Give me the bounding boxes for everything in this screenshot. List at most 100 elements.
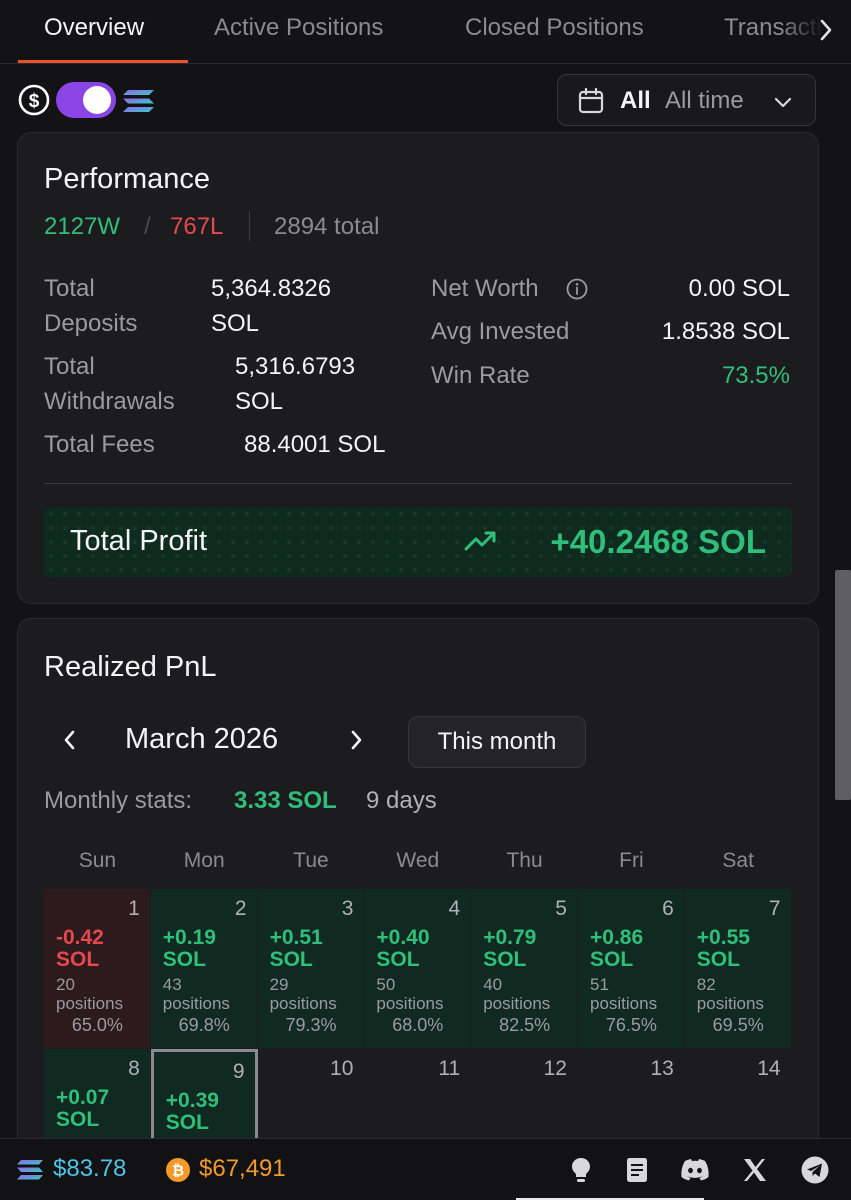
tab-closed-positions[interactable]: Closed Positions [465, 14, 644, 41]
day-number: 14 [757, 1057, 781, 1080]
calendar-day-cell[interactable]: 2 +0.19 SOL 43 positions 69.8% [150, 889, 258, 1049]
day-pnl: +0.79 SOL [483, 927, 536, 971]
x-icon[interactable] [740, 1155, 770, 1185]
month-label: March 2026 [125, 723, 279, 755]
day-number: 3 [341, 897, 354, 920]
weekday-wed: Wed [396, 849, 440, 872]
day-pnl-value: -0.42 [56, 926, 104, 949]
day-pnl-unit: SOL [162, 948, 206, 971]
currency-toggle[interactable]: $ [18, 80, 158, 120]
day-positions-label: positions [483, 994, 551, 1013]
calendar-day-cell[interactable]: 6 +0.86 SOL 51 positions 76.5% [578, 889, 685, 1049]
day-positions-label: positions [590, 994, 658, 1013]
lightbulb-icon[interactable] [566, 1155, 596, 1185]
day-positions: 50 positions [376, 975, 443, 1013]
scrollbar-thumb[interactable] [835, 570, 851, 800]
total-withdrawals-value: 5,316.6793 [235, 353, 356, 380]
btc-price: $67,491 [199, 1155, 286, 1182]
chevron-right-icon[interactable] [815, 16, 837, 44]
calendar-day-cell[interactable]: 11 [364, 1049, 472, 1200]
this-month-button[interactable]: This month [408, 716, 586, 768]
calendar-day-cell[interactable]: 5 +0.79 SOL 40 positions 82.5% [471, 889, 578, 1049]
day-number: 8 [128, 1057, 140, 1080]
total-deposits-label-line2: Deposits [44, 310, 138, 337]
performance-divider [44, 483, 792, 484]
day-pnl-value: +0.51 [269, 926, 323, 949]
day-positions-count: 82 [696, 975, 716, 994]
chevron-right-icon[interactable] [344, 723, 368, 757]
day-win-rate: 69.8% [178, 1015, 230, 1035]
telegram-icon[interactable] [800, 1155, 830, 1185]
calendar-day-cell[interactable]: 12 [471, 1049, 578, 1200]
footer-bar: $83.78 ₿ $67,491 [0, 1138, 851, 1200]
weekday-header: Sun Mon Tue Wed Thu Fri Sat [44, 849, 792, 879]
wins-count: 2127W [44, 213, 121, 240]
day-pnl-value: +0.19 [162, 926, 216, 949]
day-pnl-unit: SOL [56, 948, 100, 971]
toggle-knob [83, 86, 111, 114]
sol-price: $83.78 [53, 1155, 127, 1182]
performance-card: Performance 2127W / 767L 2894 total Tota… [17, 132, 819, 604]
total-withdrawals-label-line2: Withdrawals [44, 388, 175, 415]
calendar-day-cell[interactable]: 7 +0.55 SOL 82 positions 69.5% [684, 889, 792, 1049]
day-pnl-unit: SOL [376, 948, 420, 971]
total-withdrawals-label: Total [44, 353, 95, 380]
time-filter-dropdown[interactable]: All All time [557, 74, 816, 126]
avg-invested-value: 1.8538 SOL [661, 318, 790, 345]
tab-bar: Overview Active Positions Closed Positio… [0, 0, 851, 64]
day-positions: 29 positions [270, 975, 337, 1013]
day-pnl-unit: SOL [483, 948, 527, 971]
total-profit-value: +40.2468 SOL [550, 523, 766, 560]
day-positions: 20 positions [56, 975, 123, 1013]
day-number: 2 [234, 897, 247, 920]
day-positions: 40 positions [483, 975, 550, 1013]
tab-overview[interactable]: Overview [44, 14, 145, 41]
day-positions-count: 40 [483, 975, 503, 994]
dollar-icon: $ [18, 84, 50, 116]
day-pnl-value: +0.79 [483, 926, 537, 949]
calendar-day-cell[interactable]: 3 +0.51 SOL 29 positions 79.3% [257, 889, 365, 1049]
monthly-stats-days: 9 days [366, 787, 437, 814]
performance-title: Performance [44, 163, 211, 195]
day-pnl-value: +0.55 [696, 926, 750, 949]
day-number: 6 [662, 897, 674, 920]
scrollbar[interactable] [833, 136, 851, 1136]
monthly-stats-label: Monthly stats: [44, 787, 193, 814]
calendar-day-cell[interactable]: 14 [685, 1049, 792, 1200]
calendar-day-cell[interactable]: 1 -0.42 SOL 20 positions 65.0% [44, 889, 151, 1049]
weekday-tue: Tue [293, 849, 329, 872]
chevron-left-icon[interactable] [58, 723, 82, 757]
svg-text:$: $ [29, 91, 40, 112]
docs-icon[interactable] [622, 1155, 652, 1185]
net-worth-label: Net Worth [431, 275, 539, 302]
avg-invested-label: Avg Invested [431, 318, 570, 345]
day-pnl-value: +0.39 [165, 1089, 219, 1112]
discord-icon[interactable] [678, 1155, 712, 1185]
calendar-day-cell[interactable]: 4 +0.40 SOL 50 positions 68.0% [364, 889, 472, 1049]
day-number: 10 [330, 1057, 354, 1080]
day-positions: 51 positions [590, 975, 657, 1013]
tab-active-positions[interactable]: Active Positions [214, 14, 384, 41]
day-positions-count: 29 [269, 975, 289, 994]
weekday-fri: Fri [619, 849, 644, 872]
realized-pnl-title: Realized PnL [44, 651, 217, 683]
total-profit-banner: Total Profit +40.2468 SOL [44, 507, 792, 577]
day-positions-label: positions [269, 994, 337, 1013]
total-deposits-unit: SOL [211, 310, 260, 337]
day-pnl-unit: SOL [696, 948, 740, 971]
calendar-day-cell[interactable]: 10 [258, 1049, 365, 1200]
day-win-rate: 68.0% [392, 1015, 444, 1035]
calendar-day-cell[interactable]: 13 [578, 1049, 685, 1200]
total-deposits-value: 5,364.8326 [211, 275, 332, 302]
day-positions-label: positions [376, 994, 444, 1013]
day-pnl: +0.55 SOL [697, 927, 750, 971]
day-number: 5 [555, 897, 567, 920]
info-icon[interactable] [566, 278, 588, 300]
day-pnl-value: +0.86 [590, 926, 644, 949]
toggle-switch[interactable] [56, 82, 116, 118]
bitcoin-icon: ₿ [166, 1158, 190, 1182]
vertical-divider [249, 211, 250, 241]
losses-count: 767L [170, 213, 224, 240]
time-filter-range: All time [665, 87, 744, 114]
weekday-mon: Mon [183, 849, 225, 872]
